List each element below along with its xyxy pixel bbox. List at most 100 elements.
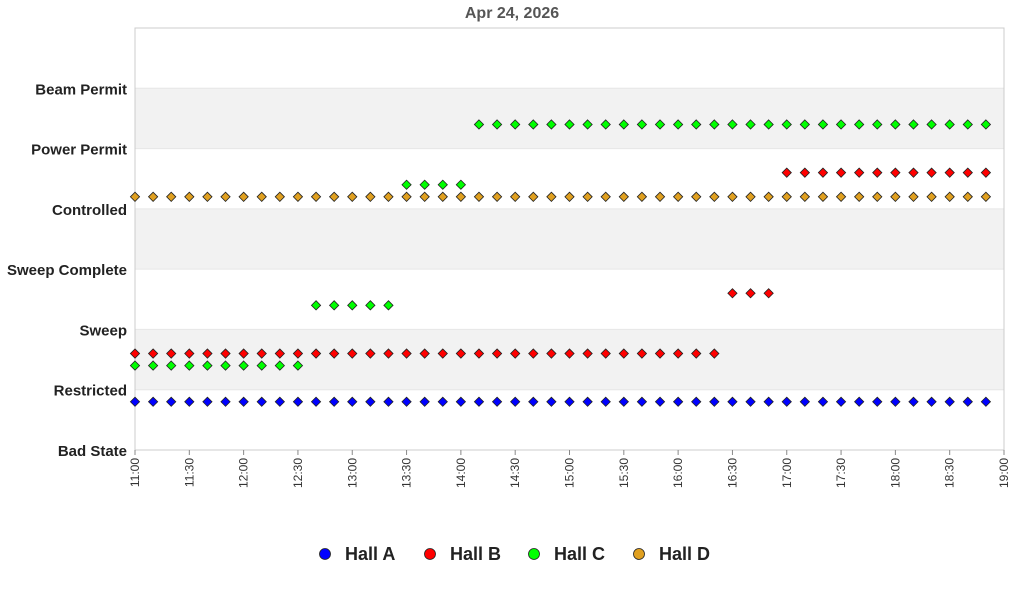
point-hall-d: Hall D 18:40 <box>962 191 973 202</box>
point-hall-c: Hall C 12:30 <box>292 360 304 371</box>
point-hall-b: Hall B 18:10 <box>908 167 919 178</box>
legend-label: Hall C <box>554 544 605 564</box>
point-hall-d: Hall D 12:20 <box>274 191 285 202</box>
point-hall-d: Hall D 15:30 <box>618 191 629 202</box>
point-hall-b: Hall B 17:50 <box>872 167 883 178</box>
point-hall-c: Hall C 13:20 <box>383 300 394 311</box>
point-hall-c: Hall C 15:00 <box>564 119 575 130</box>
point-hall-c: Hall C 14:00 <box>455 179 467 190</box>
point-hall-d: Hall D 11:50 <box>220 191 231 202</box>
point-hall-a: Hall A 18:40 <box>962 396 973 407</box>
point-hall-a: Hall A 14:00 <box>455 396 467 407</box>
point-hall-d: Hall D 18:30 <box>944 191 955 202</box>
legend-marker <box>528 548 540 560</box>
point-hall-c: Hall C 15:50 <box>654 119 666 130</box>
point-hall-b: Hall B 16:50 <box>763 288 774 299</box>
point-hall-a: Hall A 13:50 <box>437 396 448 407</box>
point-hall-d: Hall D 17:40 <box>854 191 865 202</box>
x-tick-label: 17:30 <box>834 458 848 488</box>
x-tick-label: 16:30 <box>725 458 739 488</box>
point-hall-c: Hall C 16:40 <box>745 119 756 130</box>
legend-item-hall-c[interactable]: Hall C <box>528 544 606 564</box>
point-hall-c: Hall C 13:50 <box>437 179 448 190</box>
point-hall-d: Hall D 13:00 <box>347 191 358 202</box>
point-hall-b: Hall B 17:40 <box>854 167 865 178</box>
point-hall-d: Hall D 16:50 <box>763 191 774 202</box>
y-label-sweep: Sweep <box>79 322 127 339</box>
point-hall-a: Hall A 15:20 <box>600 396 611 407</box>
point-hall-a: Hall A 15:40 <box>636 396 648 407</box>
point-hall-d: Hall D 18:10 <box>908 191 919 202</box>
point-hall-c: Hall C 17:20 <box>817 119 829 130</box>
point-hall-b: Hall B 17:30 <box>835 167 847 178</box>
y-axis: Bad State Restricted Sweep Sweep Complete Co… <box>7 81 127 460</box>
point-hall-c: Hall C 11:40 <box>202 360 213 371</box>
point-hall-c: Hall C 17:10 <box>799 119 811 130</box>
point-hall-d: Hall D 16:20 <box>709 191 720 202</box>
point-hall-c: Hall C 14:40 <box>528 119 539 130</box>
point-hall-c: Hall C 12:00 <box>238 360 249 371</box>
point-hall-d: Hall D 13:30 <box>401 191 412 202</box>
point-hall-c: Hall C 11:10 <box>147 360 159 371</box>
point-hall-d: Hall D 13:50 <box>437 191 448 202</box>
point-hall-a: Hall A 17:40 <box>854 396 865 407</box>
point-hall-b: Hall B 16:20 <box>709 348 720 359</box>
point-hall-c: Hall C 18:00 <box>890 119 901 130</box>
point-hall-c: Hall C 15:10 <box>582 119 593 130</box>
point-hall-b: Hall B 14:50 <box>546 348 557 359</box>
point-hall-b: Hall B 15:20 <box>600 348 611 359</box>
point-hall-b: Hall B 11:00 <box>129 348 141 359</box>
point-hall-c: Hall C 16:10 <box>691 119 702 130</box>
point-hall-b: Hall B 14:00 <box>455 348 467 359</box>
point-hall-d: Hall D 11:00 <box>129 191 141 202</box>
point-hall-a: Hall A 11:20 <box>166 396 177 407</box>
point-hall-c: Hall C 11:50 <box>220 360 231 371</box>
point-hall-c: Hall C 17:00 <box>781 119 792 130</box>
point-hall-a: Hall A 16:40 <box>745 396 756 407</box>
point-hall-b: Hall B 14:40 <box>528 348 539 359</box>
point-hall-c: Hall C 11:30 <box>184 360 195 371</box>
point-hall-d: Hall D 14:30 <box>510 191 521 202</box>
point-hall-d: Hall D 16:00 <box>672 191 684 202</box>
point-hall-d: Hall D 17:30 <box>835 191 847 202</box>
point-hall-a: Hall A 14:40 <box>528 396 539 407</box>
point-hall-a: Hall A 16:00 <box>672 396 684 407</box>
legend-item-hall-b[interactable]: Hall B <box>424 544 502 564</box>
legend[interactable]: Hall A Hall B Hall C Hall D <box>319 544 711 564</box>
point-hall-c: Hall C 18:50 <box>980 119 992 130</box>
legend-item-hall-a[interactable]: Hall A <box>319 544 396 564</box>
point-hall-a: Hall A 13:40 <box>419 396 430 407</box>
x-tick-label: 14:00 <box>454 458 468 488</box>
point-hall-c: Hall C 16:30 <box>727 119 738 130</box>
band-sweep-complete <box>135 208 1004 270</box>
point-hall-a: Hall A 15:30 <box>618 396 629 407</box>
plot-bands <box>135 28 1004 450</box>
point-hall-d: Hall D 12:10 <box>256 191 267 202</box>
x-tick-label: 17:00 <box>780 458 794 488</box>
point-hall-a: Hall A 13:00 <box>347 396 358 407</box>
point-hall-d: Hall D 16:30 <box>727 191 738 202</box>
point-hall-b: Hall B 16:40 <box>745 288 756 299</box>
point-hall-b: Hall B 11:20 <box>166 348 177 359</box>
point-hall-b: Hall B 12:20 <box>274 348 285 359</box>
point-hall-a: Hall A 14:20 <box>491 396 503 407</box>
legend-item-hall-d[interactable]: Hall D <box>633 544 711 564</box>
point-hall-a: Hall A 18:30 <box>944 396 955 407</box>
point-hall-c: Hall C 16:50 <box>763 119 774 130</box>
point-hall-c: Hall C 12:40 <box>310 300 322 311</box>
point-hall-c: Hall C 11:20 <box>166 360 177 371</box>
point-hall-c: Hall C 18:40 <box>962 119 973 130</box>
point-hall-d: Hall D 13:10 <box>365 191 376 202</box>
point-hall-a: Hall A 17:50 <box>872 396 883 407</box>
point-hall-b: Hall B 18:00 <box>890 167 901 178</box>
y-label-bad-state: Bad State <box>58 443 127 460</box>
x-tick-label: 14:30 <box>508 458 522 488</box>
point-hall-a: Hall A 17:20 <box>817 396 829 407</box>
point-hall-c: Hall C 14:20 <box>491 119 503 130</box>
point-hall-a: Hall A 18:20 <box>926 396 937 407</box>
point-hall-c: Hall C 17:40 <box>854 119 865 130</box>
point-hall-a: Hall A 15:00 <box>564 396 575 407</box>
point-hall-b: Hall B 15:00 <box>564 348 575 359</box>
point-hall-b: Hall B 18:20 <box>926 167 937 178</box>
